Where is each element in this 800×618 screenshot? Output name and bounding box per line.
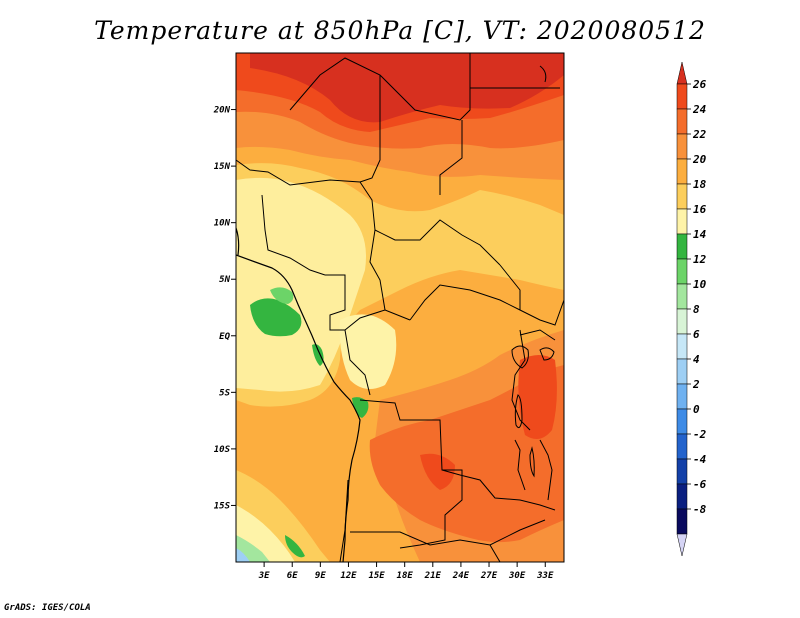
colorbar-swatch [676,333,688,360]
colorbar-label: 0 [693,403,700,416]
lon-tick-label: 3E [258,571,270,581]
colorbar-top-arrow [676,61,688,85]
lon-tick-label: 9E [315,571,326,581]
colorbar-label: 4 [693,353,700,366]
lon-tick-label: 30E [508,571,526,581]
colorbar-swatch [676,508,688,535]
lon-tick-label: 6E [287,571,298,581]
colorbar-swatch [676,408,688,435]
country-borders [236,53,564,562]
temperature-field [236,53,564,562]
colorbar-label: 22 [692,128,707,141]
colorbar-swatch [676,158,688,185]
footer-credit: GrADS: IGES/COLA [4,603,91,613]
lon-tick-label: 15E [368,571,385,581]
lon-tick-label: 21E [424,571,442,581]
colorbar-label: 12 [693,253,707,266]
colorbar-label: 14 [693,228,707,241]
longitude-axis: 3E 6E 9E 12E 15E 18E 21E 24E 27E 30E 33E [258,562,554,581]
lon-tick-label: 24E [452,571,470,581]
colorbar-label: 24 [692,103,707,116]
colorbar-swatch [676,358,688,385]
colorbar-label: 20 [692,153,707,166]
lat-tick-label: EQ [219,332,230,342]
lat-tick-label: 5N [219,275,230,285]
colorbar-swatch [676,108,688,135]
colorbar-swatch [676,133,688,160]
colorbar-swatch [676,258,688,285]
lat-tick-label: 15N [214,162,231,172]
colorbar-swatch [676,483,688,510]
map-title: Temperature at 850hPa [C], VT: 202008051… [94,16,706,45]
lon-tick-label: 12E [340,571,357,581]
colorbar-label: 16 [693,203,707,216]
colorbar-swatch [676,83,688,110]
colorbar-label: 10 [693,278,707,291]
colorbar-label: -2 [693,428,707,441]
colorbar-label: -8 [693,503,707,516]
colorbar-swatch [676,283,688,310]
colorbar-swatch [676,183,688,210]
lon-tick-label: 27E [480,571,498,581]
colorbar-label: -6 [693,478,707,491]
colorbar-swatch [676,383,688,410]
colorbar-swatch [676,208,688,235]
lat-tick-label: 5S [219,388,230,398]
lat-tick-label: 20N [213,106,231,116]
lat-tick-label: 10S [214,445,231,455]
colorbar-swatch [676,458,688,485]
colorbar-bottom-arrow [676,533,688,557]
colorbar-swatch [676,433,688,460]
colorbar-swatch [676,308,688,335]
lakes [511,65,555,478]
colorbar-swatch [676,233,688,260]
map-frame [235,52,565,563]
colorbar-label: -4 [693,453,707,466]
colorbar-label: 6 [693,328,700,341]
coastline [236,227,361,562]
lat-tick-label: 10N [214,219,231,229]
lon-tick-label: 33E [536,571,554,581]
colorbar-label: 8 [693,303,700,316]
lat-tick-label: 15S [214,501,231,511]
lon-tick-label: 18E [397,571,414,581]
latitude-axis: 20N 15N 10N 5N EQ 5S 10S 15S [213,106,236,511]
colorbar-label: 2 [692,378,700,391]
colorbar-label: 18 [693,178,707,191]
colorbar-label: 26 [692,78,707,91]
